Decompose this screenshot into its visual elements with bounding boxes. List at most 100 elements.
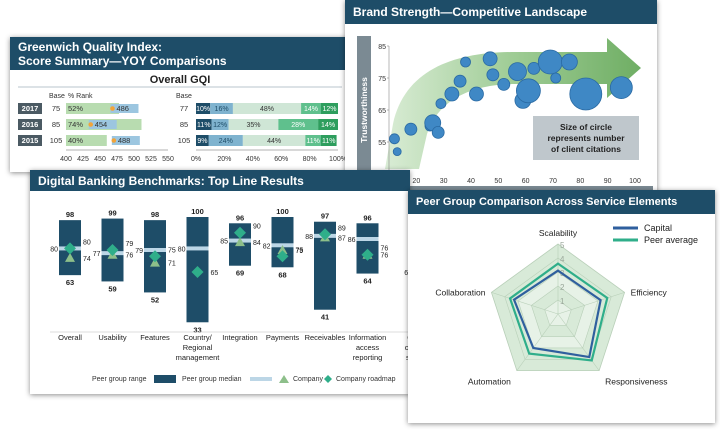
gqi-segment xyxy=(320,103,338,114)
dbb-min-label: 52 xyxy=(151,295,159,304)
dbb-median-label: 88 xyxy=(305,234,313,241)
gqi-segment-label: 11% xyxy=(197,122,211,129)
gqi-score-label: 454 xyxy=(95,120,108,129)
peer-axis-label: Scalability xyxy=(539,228,578,238)
dbb-roadmap-label: 80 xyxy=(83,239,91,246)
dbb-card: Digital Banking Benchmarks: Top Line Res… xyxy=(30,170,410,394)
gqi-segment-label: 24% xyxy=(219,138,233,145)
gqi-segment xyxy=(301,103,321,114)
dbb-roadmap-label: 76 xyxy=(381,246,389,253)
gqi-segment xyxy=(232,103,302,114)
gqi-segment-label: 9% xyxy=(197,138,207,145)
gqi-segment xyxy=(210,103,233,114)
gqi-score-label: 486 xyxy=(116,104,129,113)
dbb-category-label: access xyxy=(356,343,380,352)
gqi-right-tick: 20% xyxy=(217,156,231,163)
dbb-category-label: Usability xyxy=(98,333,127,342)
brand-x-tick: 20 xyxy=(412,178,420,185)
peer-chart: 12345ScalabilityEfficiencyResponsiveness… xyxy=(435,223,698,387)
dbb-company-mark xyxy=(65,252,75,262)
gqi-segment-label: 14% xyxy=(304,106,318,113)
dbb-company-mark xyxy=(277,245,288,254)
legend-range-label: Peer group range xyxy=(92,376,147,383)
brand-annotation-2: represents number xyxy=(548,133,626,143)
legend-range-swatch xyxy=(154,375,176,383)
legend-median-swatch xyxy=(250,377,272,381)
dbb-roadmap-mark xyxy=(276,250,289,263)
peer-scale-label: 2 xyxy=(560,283,565,292)
gqi-segment xyxy=(196,103,211,114)
brand-x-tick: 40 xyxy=(467,178,475,185)
dbb-max-label: 96 xyxy=(236,213,244,222)
dbb-min-label: 69 xyxy=(236,269,244,278)
dbb-max-label: 99 xyxy=(108,209,116,218)
dbb-roadmap-label: 65 xyxy=(211,270,219,277)
brand-point xyxy=(460,56,471,68)
gqi-title-line2: Score Summary—YOY Comparisons xyxy=(18,53,227,68)
dbb-roadmap-mark xyxy=(361,248,374,261)
legend-roadmap-icon xyxy=(324,375,332,383)
gqi-segment xyxy=(228,119,279,130)
brand-x-tick: 80 xyxy=(576,178,584,185)
dbb-max-label: 98 xyxy=(151,210,159,219)
dbb-roadmap-label: 90 xyxy=(253,224,261,231)
legend-company-label: Company xyxy=(293,376,323,383)
legend-median-label: Peer group median xyxy=(182,376,242,383)
brand-point xyxy=(389,133,400,145)
gqi-segment-label: 11% xyxy=(322,138,336,145)
gqi-base-label: 105 xyxy=(50,136,63,145)
brand-y-tick: 55 xyxy=(378,140,386,147)
dbb-header: Digital Banking Benchmarks: Top Line Res… xyxy=(30,170,410,191)
gqi-segment-label: 16% xyxy=(215,106,229,113)
peer-axis-label: Responsiveness xyxy=(605,377,667,387)
gqi-segment-label: 35% xyxy=(247,122,261,129)
legend-peer-label: Peer average xyxy=(644,235,698,245)
gqi-right-tick: 0% xyxy=(191,156,201,163)
gqi-score-bar xyxy=(88,120,117,129)
gqi-year-label: 2017 xyxy=(22,104,39,113)
brand-annotation-3: of client citations xyxy=(551,144,621,154)
dbb-median-label: 65 xyxy=(404,270,410,277)
brand-title: Brand Strength—Competitive Landscape xyxy=(353,5,588,19)
dbb-min-label: 33 xyxy=(193,325,201,334)
gqi-score-dot xyxy=(110,106,115,111)
dbb-legend: Peer group range Peer group median Compa… xyxy=(92,375,396,383)
dbb-category-label: cor xyxy=(405,343,410,352)
gqi-rank-label: 40% xyxy=(68,136,83,145)
dbb-median-label: 80 xyxy=(50,246,58,253)
gqi-right-tick: 40% xyxy=(246,156,260,163)
gqi-segment-label: 11% xyxy=(306,138,320,145)
dbb-min-label: 68 xyxy=(278,270,286,279)
gqi-segment-label: 14% xyxy=(321,122,335,129)
gqi-axis-tick: 450 xyxy=(94,156,106,163)
peer-scale-label: 5 xyxy=(560,241,565,250)
peer-series-line xyxy=(508,262,609,362)
dbb-category-label: Integration xyxy=(222,333,257,342)
dbb-company-label: 76 xyxy=(126,253,134,260)
dbb-median-label: 80 xyxy=(178,246,186,253)
dbb-max-label: 100 xyxy=(191,207,204,216)
gqi-axis-tick: 400 xyxy=(60,156,72,163)
gqi-title-line1: Greenwich Quality Index: xyxy=(18,39,163,54)
dbb-min-label: 64 xyxy=(363,277,372,286)
dbb-median-label: 86 xyxy=(348,237,356,244)
gqi-header: Greenwich Quality Index: Score Summary—Y… xyxy=(10,37,350,70)
gqi-score-dot xyxy=(111,138,117,143)
brand-point xyxy=(569,77,603,111)
brand-point xyxy=(453,74,467,88)
gqi-year-box xyxy=(18,119,42,130)
dbb-range-bar xyxy=(314,221,336,310)
dbb-median-label: 77 xyxy=(93,251,101,258)
dbb-company-label: 74 xyxy=(83,256,91,263)
brand-point xyxy=(392,147,402,156)
dbb-company-label: 71 xyxy=(168,261,176,268)
gqi-segment-label: 44% xyxy=(267,138,281,145)
gqi-segment-label: 12% xyxy=(322,106,336,113)
gqi-segment-label: 10% xyxy=(196,106,210,113)
dbb-roadmap-mark xyxy=(234,226,246,239)
legend-company-icon xyxy=(279,375,289,383)
gqi-col-rank: % Rank xyxy=(68,93,93,100)
brand-ylabel: Trustworthiness xyxy=(359,77,369,143)
gqi-right-tick: 80% xyxy=(303,156,317,163)
